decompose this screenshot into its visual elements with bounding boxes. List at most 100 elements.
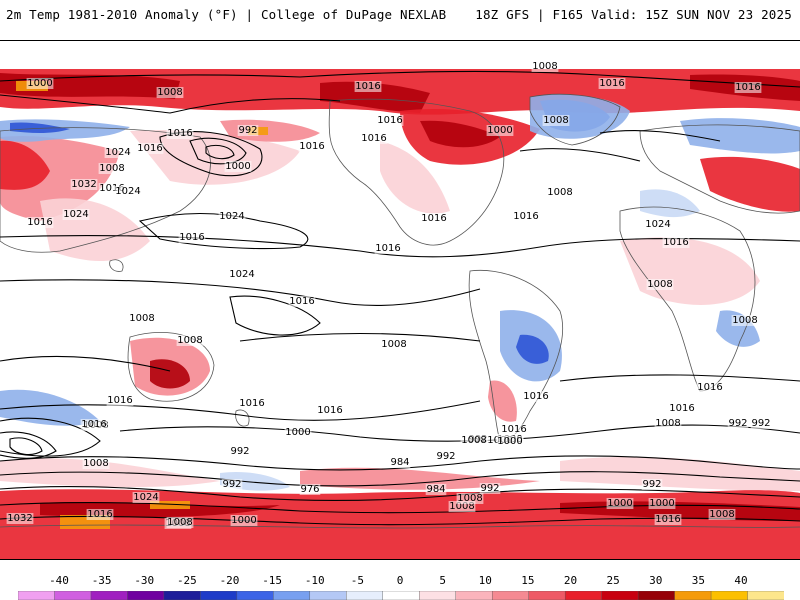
isobar-label: 1008	[177, 335, 202, 346]
colorbar-tick-label: -20	[219, 574, 240, 587]
colorbar-segment	[90, 591, 129, 600]
isobar-label: 1000	[607, 498, 632, 509]
isobar-label-bg	[644, 219, 672, 230]
colorbar-segment	[382, 591, 420, 600]
isobar-label: 992	[642, 479, 661, 490]
isobar-label: 1000	[285, 427, 310, 438]
isobar-label-bg	[708, 509, 736, 520]
isobar-label: 1016	[599, 78, 624, 89]
isobar-label: 976	[300, 484, 319, 495]
isobar-label: 1016	[697, 382, 722, 393]
colorbar-tick-label: 25	[606, 574, 620, 587]
isobar-label-bg	[98, 163, 126, 174]
isobar-label: 1024	[219, 211, 244, 222]
isobar-label: 1016	[81, 419, 106, 430]
colorbar-segment	[163, 591, 202, 600]
isobar-label-bg	[166, 517, 194, 528]
isobar-label-bg	[128, 313, 156, 324]
isobar-label: 1024	[133, 492, 158, 503]
header-bar: 2m Temp 1981-2010 Anomaly (°F) | College…	[0, 0, 800, 30]
isobar-label-bg	[654, 514, 682, 525]
isobar-label: 1032	[7, 513, 32, 524]
isobar-label-bg	[374, 243, 402, 254]
isobar-label: 1016	[523, 391, 548, 402]
isobar-label: 1016	[87, 509, 112, 520]
colorbar-segment	[455, 591, 493, 600]
colorbar-scale	[18, 591, 784, 600]
isobar-label-bg	[6, 513, 34, 524]
isobar-label: 992	[480, 483, 499, 494]
isobar-label: 1016	[99, 183, 124, 194]
colorbar-tick-label: 15	[521, 574, 535, 587]
colorbar-tick-label: 5	[439, 574, 446, 587]
isobar-label: 1008	[543, 115, 568, 126]
isobar-label: 1008	[457, 493, 482, 504]
isobar-label: 1008	[547, 187, 572, 198]
isobar-label: 984	[390, 457, 409, 468]
isobar-label: 1008	[449, 501, 474, 512]
isobar-label: 1008	[83, 458, 108, 469]
colorbar-segment	[127, 591, 165, 600]
isobar-label-bg	[176, 335, 204, 346]
isobar-label-bg	[435, 451, 457, 462]
isobar-label-bg	[460, 435, 488, 446]
isobar-label: 1008	[655, 418, 680, 429]
isobar-label-bg	[750, 418, 772, 429]
colorbar-segment	[273, 591, 311, 600]
isobar-label: 992	[222, 479, 241, 490]
isobar-label: 1000	[649, 498, 674, 509]
isobar-label: 1016	[355, 81, 380, 92]
isobar-label-bg	[727, 418, 749, 429]
weather-map[interactable]: 1008 1000 1016 1008 1016 1016 1016 1024 992 1016 1…	[0, 40, 800, 560]
isobar-label-bg	[376, 115, 404, 126]
isobar-label-bg	[316, 405, 344, 416]
isobar-label-bg	[354, 81, 382, 92]
isobar-label-bg	[500, 424, 528, 435]
isobar-label-bg	[512, 211, 540, 222]
colorbar-tick-label: 35	[691, 574, 705, 587]
isobar-label-bg	[542, 115, 570, 126]
isobar-label-bg	[229, 446, 251, 457]
isobar-label-bg	[668, 403, 696, 414]
colorbar-tick-label: 0	[396, 574, 404, 587]
isobar-label-bg	[284, 427, 312, 438]
colorbar-tick-label: 10	[478, 574, 492, 587]
isobar-label-bg	[178, 232, 206, 243]
isobar-label-bg	[228, 269, 256, 280]
isobar-label: 1016	[317, 405, 342, 416]
colorbar-tick-label: 40	[734, 574, 748, 587]
isobar-label-bg	[298, 141, 326, 152]
colorbar-tick-label: 30	[649, 574, 663, 587]
isobar-label-bg	[230, 515, 258, 526]
isobar-label: 1016	[107, 395, 132, 406]
isobar-label: 992	[238, 125, 257, 136]
isobar-label-bg	[360, 133, 388, 144]
isobar-label: 1016	[375, 243, 400, 254]
isobar-label-bg	[106, 395, 134, 406]
colorbar-segment	[747, 591, 784, 600]
colorbar-tick-label: -30	[134, 574, 155, 587]
isobar-label-bg	[425, 484, 447, 495]
isobar-label: 992	[751, 418, 770, 429]
isobar-label: 1008	[167, 517, 192, 528]
isobar-label-bg	[531, 61, 559, 72]
isobar-label-bg	[26, 217, 54, 228]
colorbar-segment	[674, 591, 712, 600]
isobar-label-bg	[237, 125, 259, 136]
colorbar-tick-label: -15	[262, 574, 283, 587]
isobar-label-bg	[486, 125, 514, 136]
colorbar: -40 -35 -30 -25 -20 -15 -10 -5 0 5 10 15 20 25 30 35 40	[0, 574, 800, 600]
isobar-label-bg	[288, 296, 316, 307]
isobar-label: 1008	[461, 435, 486, 446]
isobar-label: 1016	[513, 211, 538, 222]
colorbar-segment	[419, 591, 457, 600]
isobar-label-bg	[70, 179, 98, 190]
isobar-label: 992	[230, 446, 249, 457]
isobar-label: 1016	[239, 398, 264, 409]
isobar-label: 1016	[735, 82, 760, 93]
isobar-label: 992	[728, 418, 747, 429]
isobar-label-bg	[456, 493, 484, 504]
isobar-label: 1016	[655, 514, 680, 525]
isobar-label-bg	[496, 436, 524, 447]
isobar-label: 1008	[532, 61, 557, 72]
